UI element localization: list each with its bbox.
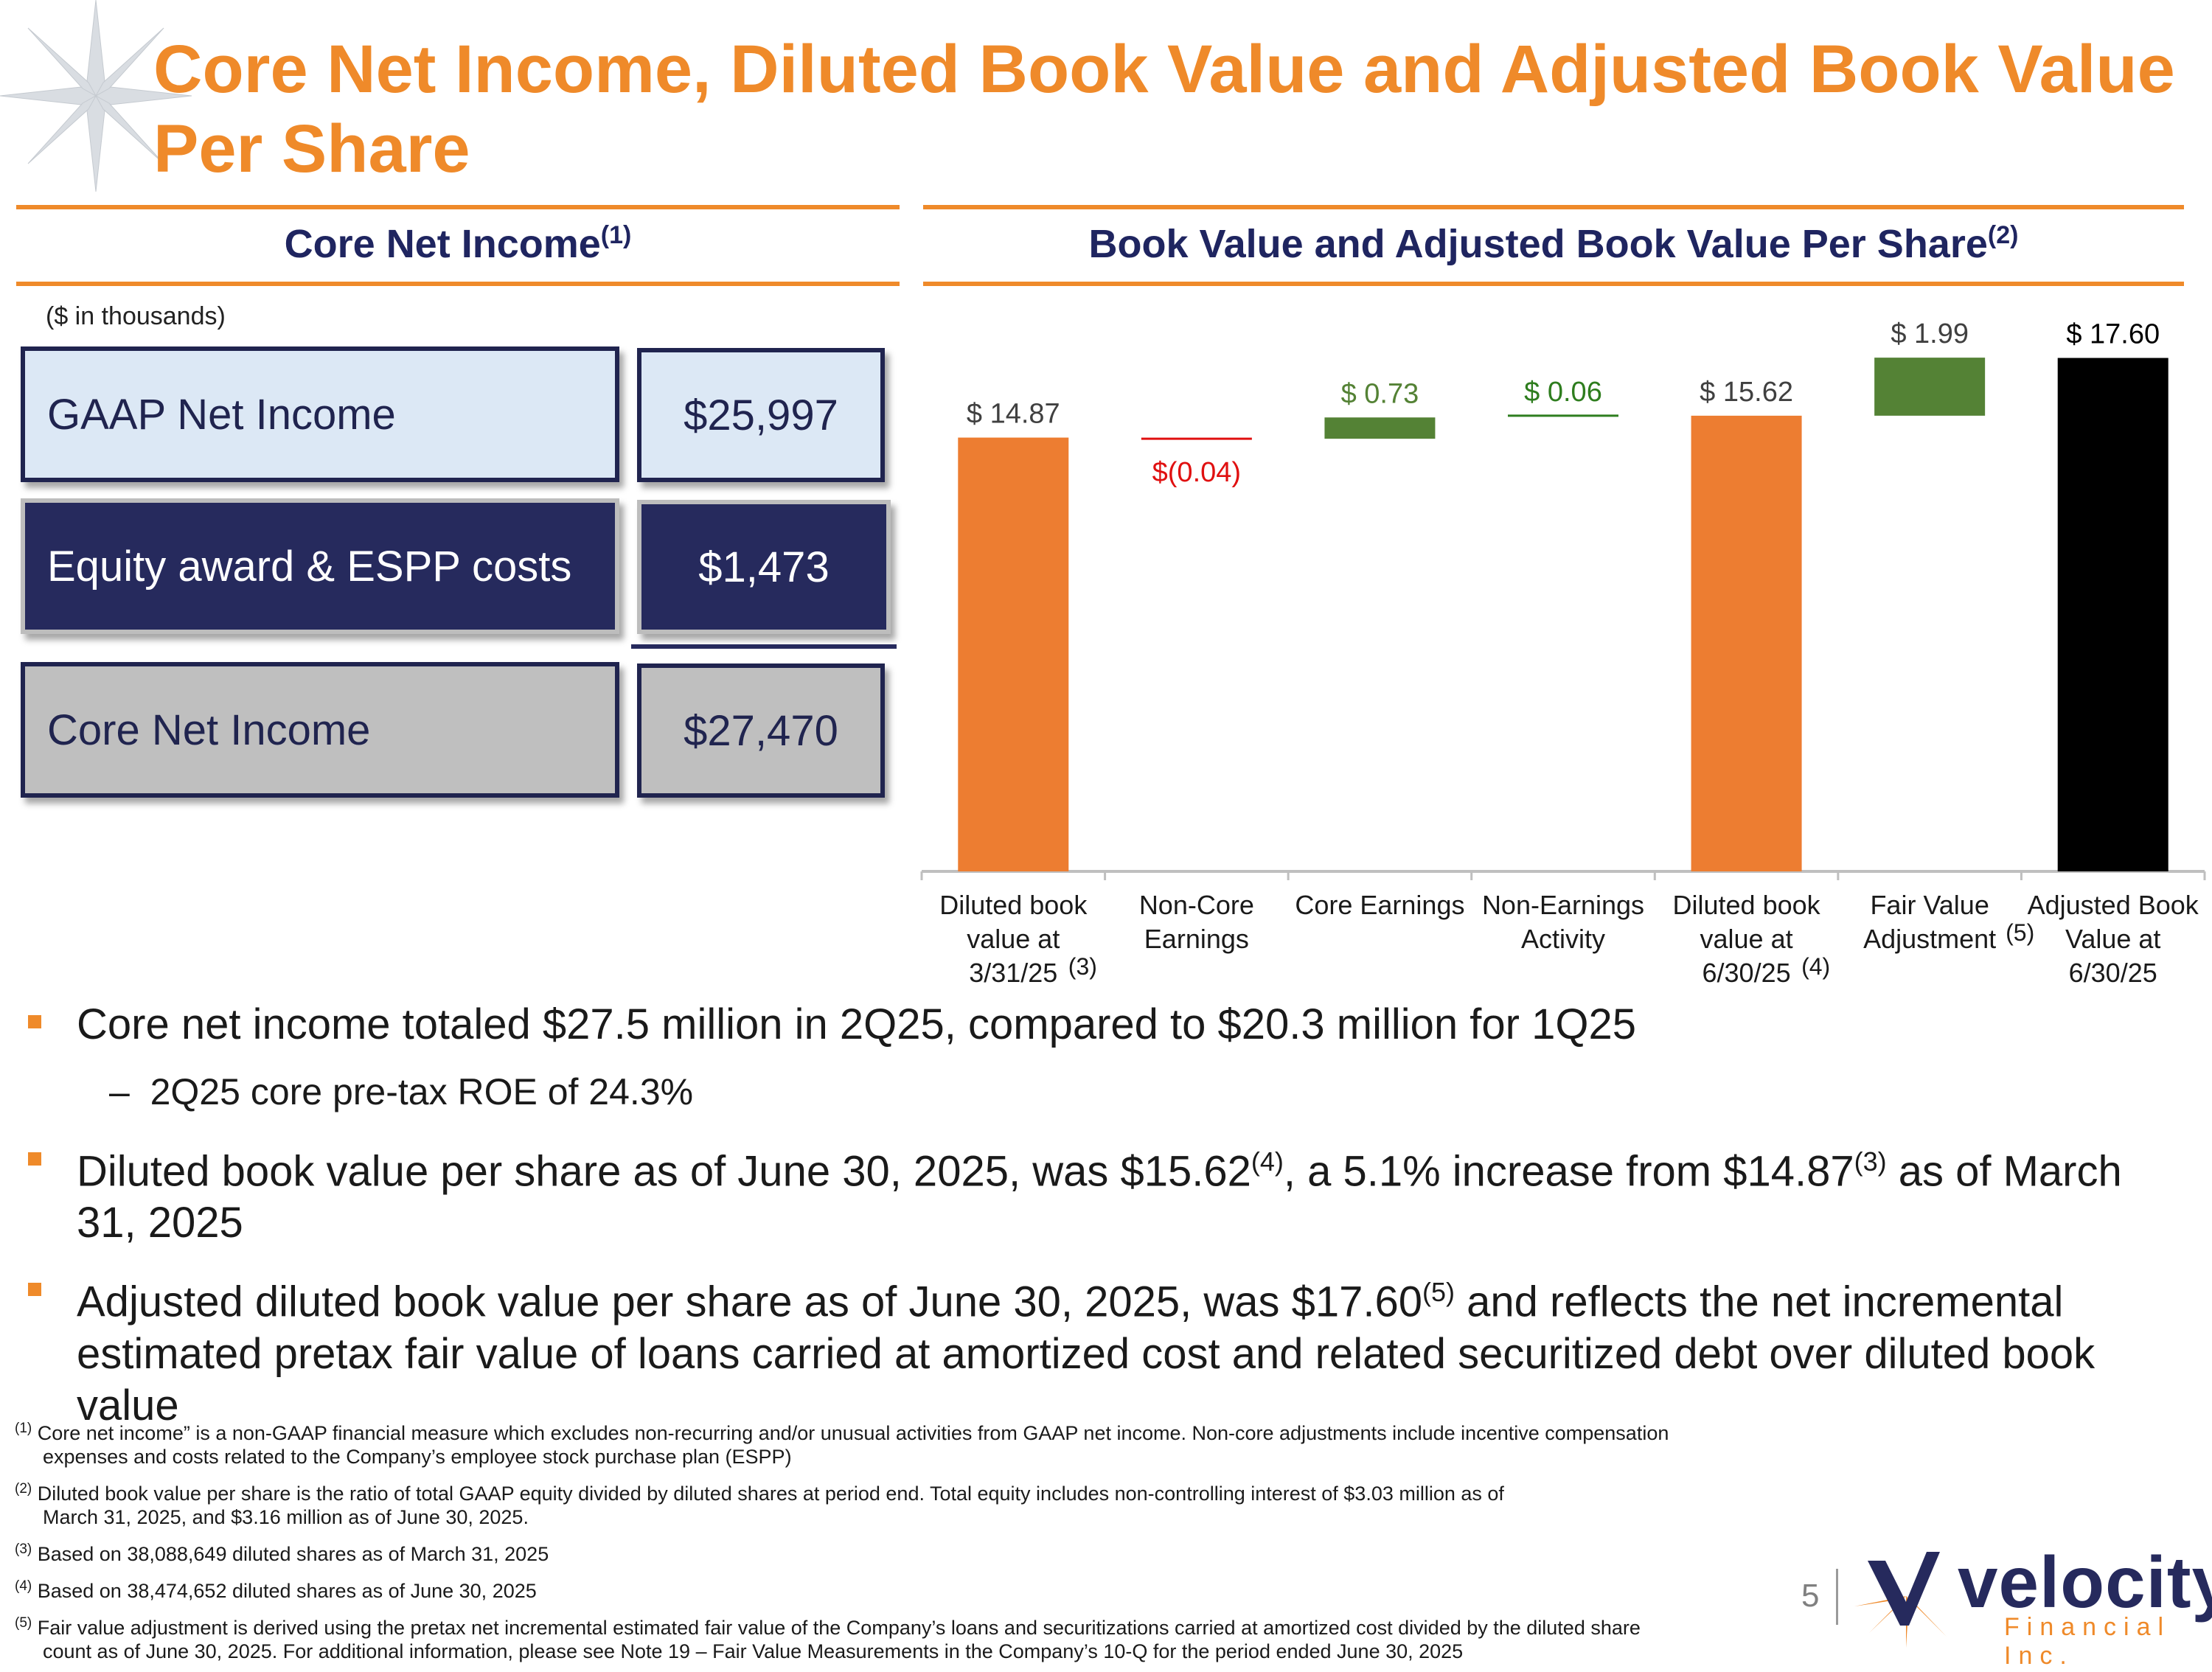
velocity-star-logo-icon (1854, 1552, 1947, 1648)
category-label-3: Non-Earnings (1482, 890, 1644, 920)
equity-award-espp-label: Equity award & ESPP costs (21, 498, 619, 634)
data-label-4: $ 15.62 (1700, 377, 1793, 408)
book-value-heading: Book Value and Adjusted Book Value Per S… (1088, 221, 2019, 266)
book-value-waterfall-chart: $ 14.87 $(0.04) $ 0.73 $ 0.06 $ 15.62 $ 1.99 $… (920, 318, 2206, 988)
footnotes: (1) Core net income” is a non-GAAP finan… (15, 1417, 1858, 1672)
bar-4 (1691, 415, 1802, 871)
core-net-income-label: Core Net Income (21, 662, 619, 798)
category-label-1: Earnings (1144, 924, 1249, 954)
core-net-income-heading: Core Net Income(1) (284, 221, 632, 266)
data-label-5: $ 1.99 (1891, 318, 1969, 349)
page-title: Core Net Income, Diluted Book Value and … (153, 32, 2175, 187)
category-label-2: Core Earnings (1295, 890, 1464, 920)
logo-subtitle: Financial Inc. (2004, 1613, 2171, 1670)
bullet-square-icon (28, 1152, 41, 1166)
data-label-6: $ 17.60 (2066, 319, 2160, 350)
bullet-square-icon (28, 1283, 41, 1297)
category-label-5: Adjustment (1863, 924, 1996, 954)
bar-2 (1324, 417, 1436, 439)
right-header-top-rule (923, 205, 2184, 209)
category-label-6: Value at (2065, 924, 2160, 954)
bullet-core-net-income: Core net income totaled $27.5 million in… (22, 999, 2190, 1051)
page-separator (1836, 1569, 1838, 1625)
category-label-5: Fair Value (1870, 890, 1989, 920)
category-label-4: value at (1700, 924, 1793, 954)
right-header-bottom-rule (923, 282, 2184, 286)
logo-wordmark: velocity (1958, 1542, 2212, 1623)
footnote-5: (5) Fair value adjustment is derived usi… (15, 1615, 1641, 1662)
category-label-0: 3/31/25 (969, 958, 1057, 988)
bar-6 (2057, 358, 2168, 871)
category-label-3: Activity (1521, 924, 1605, 954)
category-note-4: (4) (1801, 953, 1830, 980)
category-label-4: Diluted book (1673, 890, 1821, 920)
category-label-0: Diluted book (939, 890, 1088, 920)
category-label-6: 6/30/25 (2069, 958, 2157, 988)
data-label-2: $ 0.73 (1341, 378, 1419, 409)
footnote-2: (2) Diluted book value per share is the … (15, 1481, 1504, 1528)
bullet-adjusted-book-value: Adjusted diluted book value per share as… (22, 1267, 2190, 1431)
bullet-diluted-book-value: Diluted book value per share as of June … (22, 1136, 2190, 1249)
category-note-0: (3) (1068, 953, 1097, 980)
sum-rule (631, 644, 897, 649)
footnote-1: (1) Core net income” is a non-GAAP finan… (15, 1421, 1669, 1468)
footnote-4: (4) Based on 38,474,652 diluted shares a… (15, 1578, 537, 1602)
footnote-3: (3) Based on 38,088,649 diluted shares a… (15, 1542, 549, 1565)
category-label-4: 6/30/25 (1703, 958, 1791, 988)
equity-award-espp-value: $1,473 (637, 500, 891, 634)
bullet-list: Core net income totaled $27.5 million in… (22, 999, 2190, 1449)
category-label-6: Adjusted Book (2028, 890, 2199, 920)
star-logo-icon (0, 0, 192, 192)
data-label-1: $(0.04) (1152, 457, 1241, 488)
left-header-top-rule (16, 205, 900, 209)
data-label-0: $ 14.87 (967, 399, 1060, 430)
units-note: ($ in thousands) (46, 302, 226, 330)
sub-bullet-roe: – 2Q25 core pre-tax ROE of 24.3% (109, 1071, 694, 1112)
category-label-0: value at (967, 924, 1060, 954)
page-number: 5 (1801, 1578, 1820, 1614)
gaap-net-income-value: $25,997 (637, 348, 885, 482)
category-note-5: (5) (2006, 919, 2034, 946)
category-label-1: Non-Core (1139, 890, 1254, 920)
gaap-net-income-label: GAAP Net Income (21, 346, 619, 482)
data-label-3: $ 0.06 (1524, 377, 1602, 408)
bar-5 (1874, 358, 1986, 416)
left-header-bottom-rule (16, 282, 900, 286)
bullet-square-icon (28, 1015, 41, 1028)
bar-0 (958, 437, 1069, 871)
core-net-income-value: $27,470 (637, 663, 885, 798)
